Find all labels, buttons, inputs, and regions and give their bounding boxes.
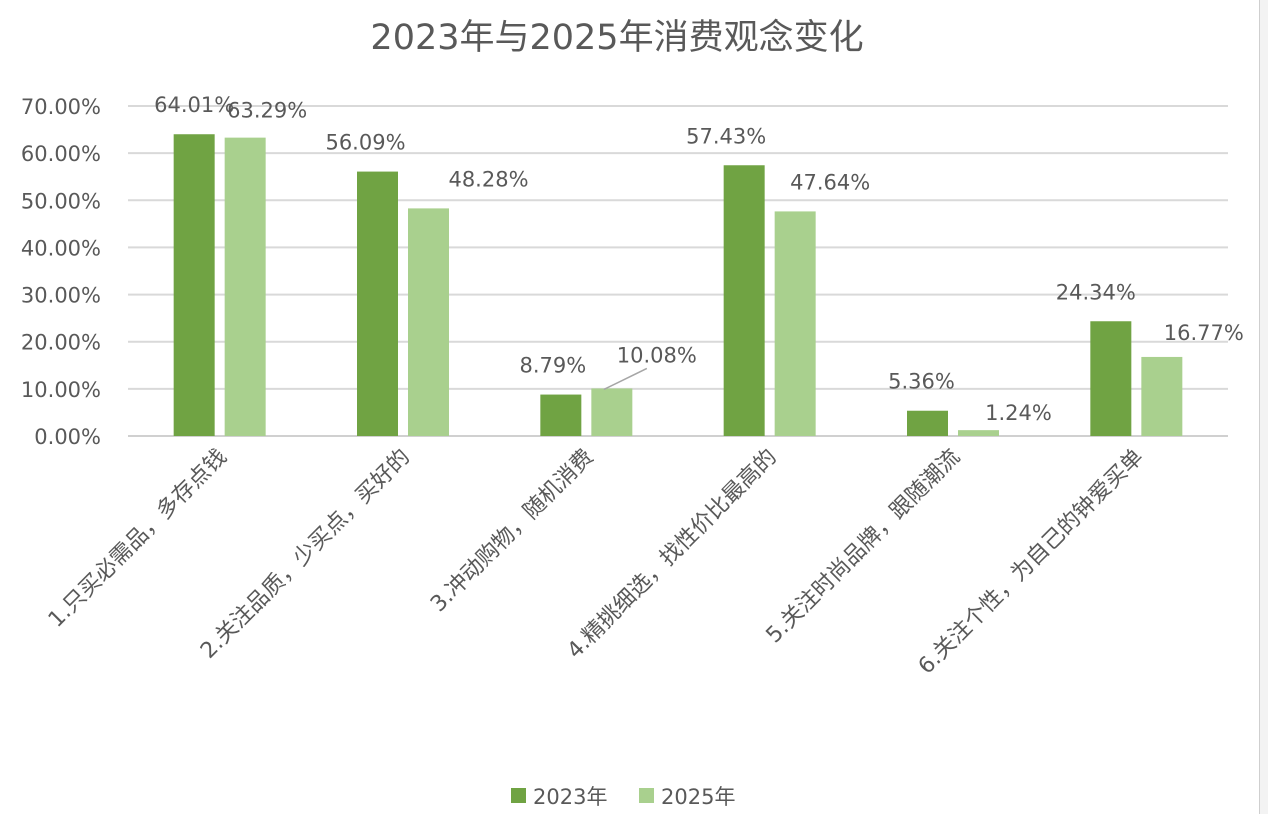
bar: [591, 388, 633, 436]
y-tick-label: 10.00%: [21, 378, 101, 402]
chart-title: 2023年与2025年消费观念变化: [370, 18, 863, 58]
legend-label: 2023年: [533, 785, 607, 809]
y-axis: 0.00% 10.00% 20.00% 30.00% 40.00% 50.00% 60.00…: [21, 95, 101, 449]
data-label: 5.36%: [888, 370, 955, 394]
x-tick-label: 6.关注个性，为自己的钟爱买单: [914, 445, 1149, 680]
data-label: 24.34%: [1056, 280, 1136, 304]
bar: [1141, 356, 1183, 436]
data-label: 10.08%: [617, 343, 697, 367]
y-tick-label: 50.00%: [21, 189, 101, 213]
data-label: 16.77%: [1164, 321, 1244, 345]
bar: [173, 134, 215, 436]
data-label: 63.29%: [227, 99, 307, 123]
legend-swatch: [639, 788, 654, 803]
window-edge: [1259, 0, 1268, 814]
leader-line: [603, 367, 648, 391]
data-label: 48.28%: [448, 167, 528, 191]
bar: [774, 211, 816, 436]
x-tick-label: 5.关注时尚品牌，跟随潮流: [762, 445, 966, 649]
y-tick-label: 30.00%: [21, 284, 101, 308]
data-label: 8.79%: [519, 354, 586, 378]
grid: [128, 105, 1228, 437]
y-tick-label: 70.00%: [21, 95, 101, 119]
legend-swatch: [511, 788, 526, 803]
data-label: 57.43%: [686, 124, 766, 148]
y-tick-label: 60.00%: [21, 142, 101, 166]
x-tick-label: 3.冲动购物，随机消费: [426, 445, 599, 618]
bar: [723, 165, 765, 436]
x-tick-label: 1.只买必需品，多存点钱: [44, 445, 232, 633]
bar: [907, 410, 948, 436]
data-label: 64.01%: [154, 93, 234, 117]
bar: [224, 137, 266, 436]
bar: [408, 208, 449, 436]
bar: [357, 171, 398, 436]
bar: [540, 394, 582, 436]
bars: [173, 134, 1183, 436]
bar: [1090, 321, 1132, 436]
legend-label: 2025年: [661, 785, 735, 809]
legend: 2023年 2025年: [511, 785, 735, 809]
bar: [958, 430, 999, 436]
x-tick-label: 4.精挑细选，找性价比最高的: [563, 445, 782, 664]
y-tick-label: 20.00%: [21, 331, 101, 355]
data-labels: 64.01%63.29% 56.09% 48.28% 8.79% 10.08% 57.43…: [154, 93, 1244, 425]
data-label: 1.24%: [985, 401, 1052, 425]
y-tick-label: 0.00%: [34, 425, 101, 449]
data-label: 56.09%: [325, 131, 405, 155]
x-tick-label: 2.关注品质，少买点，买好的: [196, 445, 415, 664]
data-label: 47.64%: [790, 170, 870, 194]
y-tick-label: 40.00%: [21, 236, 101, 260]
